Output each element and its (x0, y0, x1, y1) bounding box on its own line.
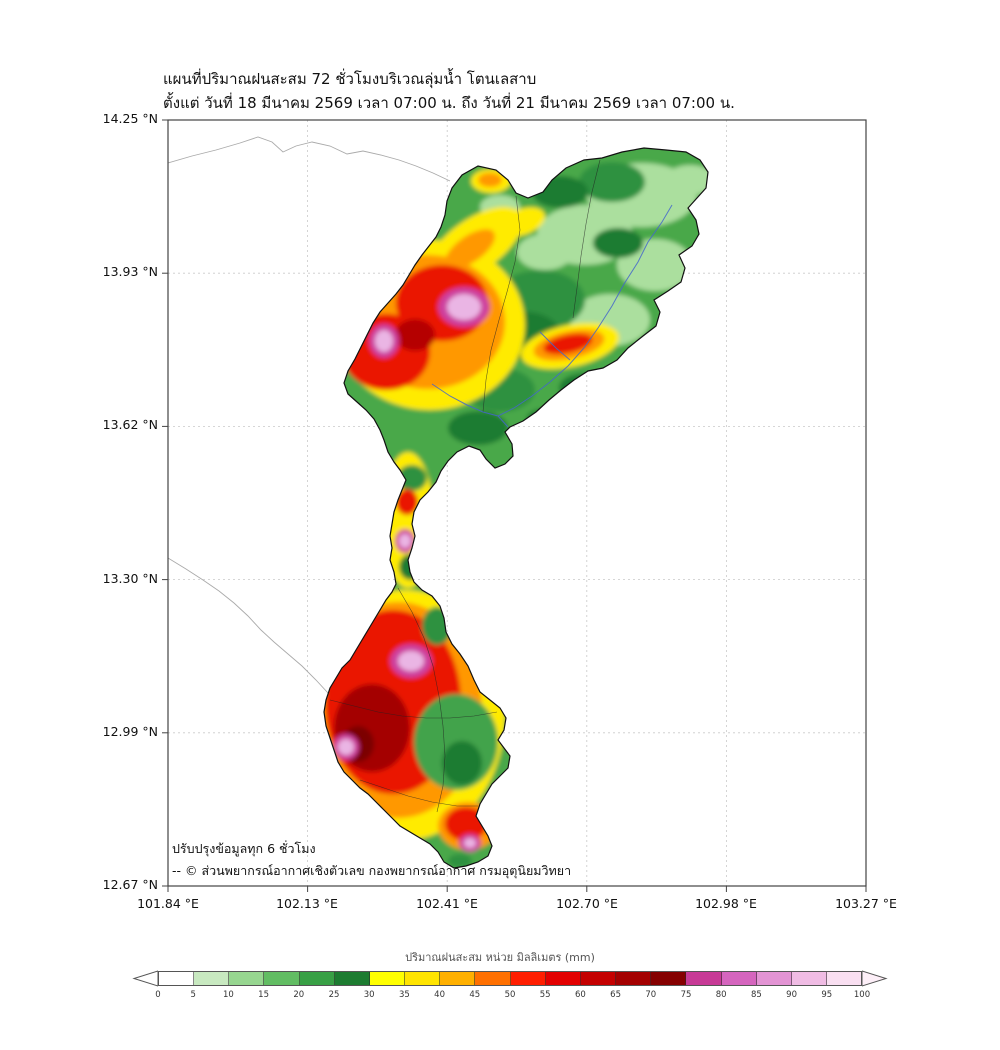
colorbar-tick-label: 80 (715, 990, 727, 1000)
x-tick-label: 102.41 °E (416, 896, 478, 911)
colorbar-tick-label: 55 (539, 990, 551, 1000)
colorbar-tick-label: 50 (504, 990, 516, 1000)
colorbar-segment (510, 972, 546, 985)
x-tick-label: 102.70 °E (556, 896, 618, 911)
colorbar-tick-label: 20 (293, 990, 305, 1000)
admin-boundary-lines (168, 136, 451, 707)
colorbar-tick-label: 100 (853, 990, 871, 1000)
colorbar-segments (158, 971, 862, 986)
colorbar-segment (580, 972, 617, 985)
x-tick-label: 101.84 °E (137, 896, 199, 911)
colorbar-segment (369, 972, 406, 985)
colorbar-tick-label: 85 (750, 990, 762, 1000)
y-tick-label: 14.25 °N (102, 111, 158, 126)
x-tick-label: 102.13 °E (276, 896, 338, 911)
colorbar-tick-label: 5 (190, 990, 196, 1000)
colorbar-tick-label: 40 (434, 990, 446, 1000)
colorbar-segment (791, 972, 827, 985)
page-subtitle: ตั้งแต่ วันที่ 18 มีนาคม 2569 เวลา 07:00… (163, 94, 735, 112)
colorbar-segment (159, 972, 195, 985)
colorbar-segment (334, 972, 370, 985)
colorbar-tick-label: 95 (821, 990, 833, 1000)
colorbar-tick-label: 75 (680, 990, 692, 1000)
credit-line: -- © ส่วนพยากรณ์อากาศเชิงตัวเลข กองพยากร… (172, 863, 572, 878)
colorbar-segment (756, 972, 792, 985)
subbasin-boundary-lines (329, 159, 601, 813)
colorbar-segment (651, 972, 687, 985)
colorbar-label: ปริมาณฝนสะสม หน่วย มิลลิเมตร (mm) (405, 951, 595, 964)
y-tick-label: 13.62 °N (102, 417, 158, 432)
colorbar (132, 970, 888, 987)
colorbar-segment (229, 972, 265, 985)
colorbar-tick-label: 25 (328, 990, 340, 1000)
colorbar-segment (616, 972, 652, 985)
colorbar-tick-label: 30 (363, 990, 375, 1000)
colorbar-segment (264, 972, 300, 985)
colorbar-tick-label: 0 (155, 990, 161, 1000)
y-tick-label: 13.93 °N (102, 264, 158, 279)
colorbar-tick-label: 90 (786, 990, 798, 1000)
basin-outline (323, 147, 709, 869)
colorbar-tick-label: 60 (574, 990, 586, 1000)
colorbar-segment (299, 972, 335, 985)
colorbar-tick-label: 10 (222, 990, 234, 1000)
colorbar-tick-label: 15 (258, 990, 270, 1000)
colorbar-segment (686, 972, 722, 985)
colorbar-tick-label: 35 (398, 990, 410, 1000)
grid-lines (168, 120, 866, 886)
colorbar-ticks: 0 5 10 15 20 25 30 35 40 45 50 55 60 65 70 75 80 85 90 95 10… (155, 990, 870, 1004)
colorbar-segment (405, 972, 441, 985)
y-tick-label: 12.67 °N (102, 877, 158, 892)
colorbar-segment (545, 972, 581, 985)
river-lines (431, 204, 673, 428)
colorbar-under-arrow (132, 970, 158, 987)
colorbar-over-arrow (862, 970, 888, 987)
update-note: ปรับปรุงข้อมูลทุก 6 ชั่วโมง (172, 841, 316, 856)
colorbar-segment (440, 972, 476, 985)
x-tick-label: 103.27 °E (835, 896, 897, 911)
colorbar-segment (475, 972, 511, 985)
page-title: แผนที่ปริมาณฝนสะสม 72 ชั่วโมงบริเวณลุ่มน… (163, 70, 537, 88)
rainfall-field (324, 148, 708, 868)
colorbar-segment (194, 972, 230, 985)
plot-frame (162, 119, 867, 892)
colorbar-tick-label: 65 (610, 990, 622, 1000)
colorbar-segment (721, 972, 757, 985)
colorbar-tick-label: 70 (645, 990, 657, 1000)
y-tick-label: 13.30 °N (102, 571, 158, 586)
y-tick-label: 12.99 °N (102, 724, 158, 739)
colorbar-segment (826, 972, 862, 985)
x-tick-label: 102.98 °E (695, 896, 757, 911)
colorbar-tick-label: 45 (469, 990, 481, 1000)
